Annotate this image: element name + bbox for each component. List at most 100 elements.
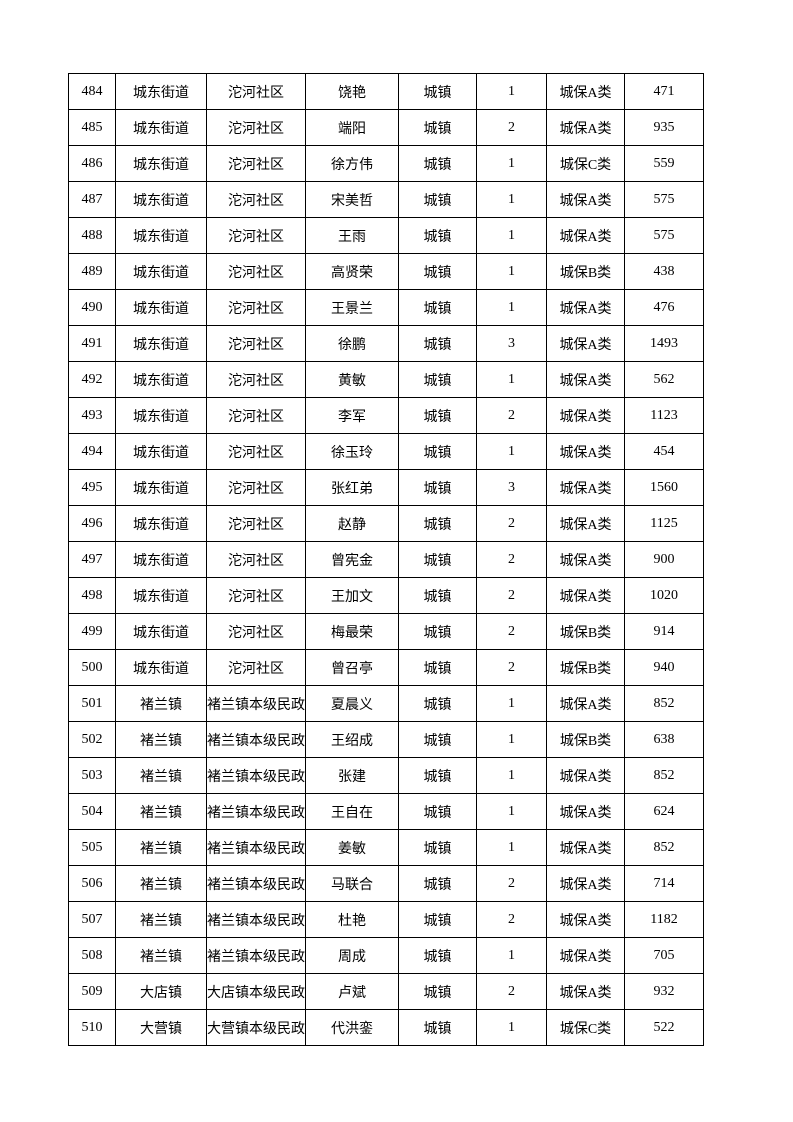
street: 褚兰镇 bbox=[115, 901, 207, 938]
household-size: 2 bbox=[476, 109, 547, 146]
amount: 1560 bbox=[624, 469, 704, 506]
row-number: 508 bbox=[68, 937, 116, 974]
row-number: 493 bbox=[68, 397, 116, 434]
household-size: 1 bbox=[476, 793, 547, 830]
table-row: 490 城东街道 沱河社区 王景兰 城镇 1 城保A类 476 bbox=[68, 289, 704, 326]
amount: 454 bbox=[624, 433, 704, 470]
area-type: 城镇 bbox=[398, 217, 477, 254]
household-size: 1 bbox=[476, 433, 547, 470]
community: 沱河社区 bbox=[206, 469, 306, 506]
table-body: 484 城东街道 沱河社区 饶艳 城镇 1 城保A类 471 485 城东街道 沱河社区 端阳 城镇 2 城… bbox=[68, 73, 704, 1046]
row-number: 501 bbox=[68, 685, 116, 722]
community: 沱河社区 bbox=[206, 505, 306, 542]
data-table: 484 城东街道 沱河社区 饶艳 城镇 1 城保A类 471 485 城东街道 沱河社区 端阳 城镇 2 城… bbox=[68, 73, 704, 1046]
area-type: 城镇 bbox=[398, 73, 477, 110]
area-type: 城镇 bbox=[398, 865, 477, 902]
household-size: 1 bbox=[476, 937, 547, 974]
category: 城保A类 bbox=[546, 109, 625, 146]
community: 褚兰镇本级民政 bbox=[206, 901, 306, 938]
table-row: 497 城东街道 沱河社区 曾宪金 城镇 2 城保A类 900 bbox=[68, 541, 704, 578]
category: 城保A类 bbox=[546, 469, 625, 506]
community: 沱河社区 bbox=[206, 397, 306, 434]
street: 城东街道 bbox=[115, 145, 207, 182]
row-number: 510 bbox=[68, 1009, 116, 1046]
table-row: 494 城东街道 沱河社区 徐玉玲 城镇 1 城保A类 454 bbox=[68, 433, 704, 470]
street: 褚兰镇 bbox=[115, 829, 207, 866]
street: 大营镇 bbox=[115, 1009, 207, 1046]
person-name: 李军 bbox=[305, 397, 399, 434]
community: 沱河社区 bbox=[206, 109, 306, 146]
person-name: 饶艳 bbox=[305, 73, 399, 110]
category: 城保A类 bbox=[546, 397, 625, 434]
table-row: 500 城东街道 沱河社区 曾召亭 城镇 2 城保B类 940 bbox=[68, 649, 704, 686]
row-number: 503 bbox=[68, 757, 116, 794]
row-number: 497 bbox=[68, 541, 116, 578]
area-type: 城镇 bbox=[398, 253, 477, 290]
table-row: 496 城东街道 沱河社区 赵静 城镇 2 城保A类 1125 bbox=[68, 505, 704, 542]
category: 城保B类 bbox=[546, 253, 625, 290]
amount: 575 bbox=[624, 217, 704, 254]
amount: 624 bbox=[624, 793, 704, 830]
street: 城东街道 bbox=[115, 181, 207, 218]
amount: 914 bbox=[624, 613, 704, 650]
community: 沱河社区 bbox=[206, 181, 306, 218]
person-name: 王景兰 bbox=[305, 289, 399, 326]
table-row: 501 褚兰镇 褚兰镇本级民政 夏晨义 城镇 1 城保A类 852 bbox=[68, 685, 704, 722]
area-type: 城镇 bbox=[398, 577, 477, 614]
street: 城东街道 bbox=[115, 109, 207, 146]
category: 城保A类 bbox=[546, 865, 625, 902]
community: 沱河社区 bbox=[206, 325, 306, 362]
person-name: 王加文 bbox=[305, 577, 399, 614]
community: 褚兰镇本级民政 bbox=[206, 829, 306, 866]
category: 城保A类 bbox=[546, 937, 625, 974]
area-type: 城镇 bbox=[398, 433, 477, 470]
row-number: 490 bbox=[68, 289, 116, 326]
category: 城保B类 bbox=[546, 721, 625, 758]
street: 大店镇 bbox=[115, 973, 207, 1010]
community: 褚兰镇本级民政 bbox=[206, 865, 306, 902]
person-name: 卢斌 bbox=[305, 973, 399, 1010]
area-type: 城镇 bbox=[398, 757, 477, 794]
street: 城东街道 bbox=[115, 613, 207, 650]
area-type: 城镇 bbox=[398, 145, 477, 182]
community: 褚兰镇本级民政 bbox=[206, 793, 306, 830]
community: 褚兰镇本级民政 bbox=[206, 685, 306, 722]
household-size: 1 bbox=[476, 217, 547, 254]
person-name: 王绍成 bbox=[305, 721, 399, 758]
household-size: 2 bbox=[476, 613, 547, 650]
household-size: 1 bbox=[476, 361, 547, 398]
area-type: 城镇 bbox=[398, 973, 477, 1010]
area-type: 城镇 bbox=[398, 505, 477, 542]
amount: 852 bbox=[624, 757, 704, 794]
category: 城保A类 bbox=[546, 757, 625, 794]
community: 沱河社区 bbox=[206, 541, 306, 578]
street: 褚兰镇 bbox=[115, 865, 207, 902]
row-number: 487 bbox=[68, 181, 116, 218]
area-type: 城镇 bbox=[398, 793, 477, 830]
amount: 471 bbox=[624, 73, 704, 110]
area-type: 城镇 bbox=[398, 613, 477, 650]
row-number: 499 bbox=[68, 613, 116, 650]
row-number: 496 bbox=[68, 505, 116, 542]
table-row: 492 城东街道 沱河社区 黄敏 城镇 1 城保A类 562 bbox=[68, 361, 704, 398]
person-name: 徐鹏 bbox=[305, 325, 399, 362]
community: 沱河社区 bbox=[206, 145, 306, 182]
community: 沱河社区 bbox=[206, 361, 306, 398]
street: 城东街道 bbox=[115, 361, 207, 398]
street: 城东街道 bbox=[115, 469, 207, 506]
category: 城保C类 bbox=[546, 1009, 625, 1046]
household-size: 2 bbox=[476, 541, 547, 578]
row-number: 492 bbox=[68, 361, 116, 398]
street: 褚兰镇 bbox=[115, 793, 207, 830]
household-size: 1 bbox=[476, 145, 547, 182]
amount: 1182 bbox=[624, 901, 704, 938]
community: 大店镇本级民政 bbox=[206, 973, 306, 1010]
row-number: 500 bbox=[68, 649, 116, 686]
row-number: 484 bbox=[68, 73, 116, 110]
table-row: 493 城东街道 沱河社区 李军 城镇 2 城保A类 1123 bbox=[68, 397, 704, 434]
person-name: 端阳 bbox=[305, 109, 399, 146]
community: 沱河社区 bbox=[206, 577, 306, 614]
household-size: 1 bbox=[476, 73, 547, 110]
community: 沱河社区 bbox=[206, 217, 306, 254]
